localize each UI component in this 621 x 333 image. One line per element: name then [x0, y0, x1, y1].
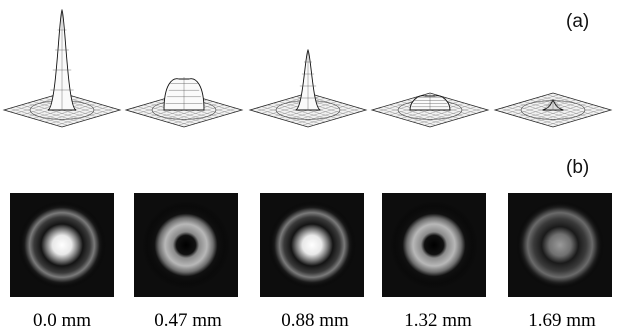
surface-plot-4	[370, 92, 490, 128]
caption-frame-3: 0.88 mm	[281, 310, 349, 331]
beam-intensity-4	[390, 201, 478, 289]
beam-image-3	[260, 193, 364, 297]
beam-image-5	[508, 193, 612, 297]
surface-plot-1	[2, 8, 122, 128]
beam-intensity-1	[18, 201, 106, 289]
beam-intensity-2	[142, 201, 230, 289]
surface-plot-5	[493, 92, 613, 128]
caption-frame-4: 1.32 mm	[404, 310, 472, 331]
caption-frame-1: 0.0 mm	[32, 310, 92, 331]
surface-plot-2	[124, 77, 244, 128]
caption-frame-5: 1.69 mm	[528, 310, 596, 331]
panel-label-a: (a)	[566, 11, 590, 32]
beam-image-2	[134, 193, 238, 297]
beam-intensity-3	[268, 201, 356, 289]
surface-plot-3	[248, 48, 368, 128]
beam-intensity-5	[516, 201, 604, 289]
beam-image-4	[382, 193, 486, 297]
caption-frame-2: 0.47 mm	[154, 310, 222, 331]
beam-image-1	[10, 193, 114, 297]
panel-label-b: (b)	[566, 157, 590, 178]
